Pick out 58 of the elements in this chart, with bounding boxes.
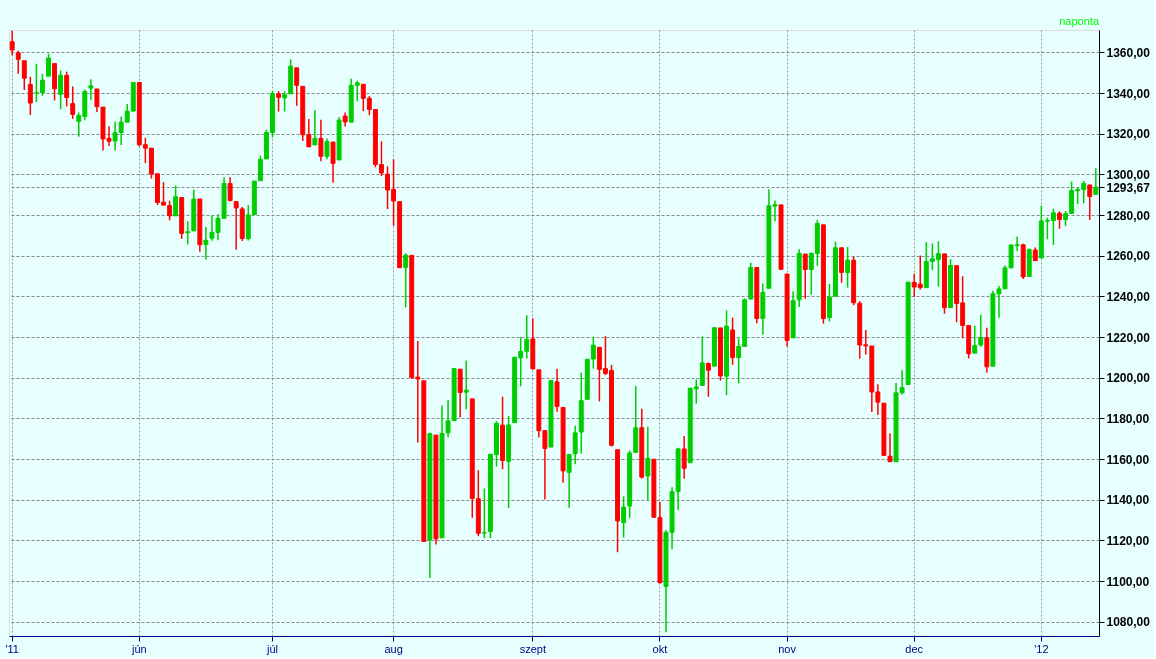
candlestick — [21, 59, 27, 91]
y-tick-label: 1100,00 — [1106, 574, 1150, 589]
x-tick-label: júl — [265, 642, 278, 655]
y-tick-label: 1300,00 — [1106, 167, 1151, 182]
x-tick-label: dec — [905, 642, 924, 655]
y-tick-label: 1200,00 — [1106, 371, 1151, 386]
candlestick — [39, 73, 45, 97]
candlestick — [58, 69, 64, 111]
candlestick — [173, 184, 179, 217]
y-tick-label: 1340,00 — [1106, 86, 1151, 101]
candlestick — [481, 487, 487, 539]
candlestick — [70, 85, 76, 120]
y-tick-label: 1140,00 — [1106, 493, 1150, 508]
y-tick-label: 1120,00 — [1106, 533, 1150, 548]
candlestick — [802, 253, 808, 300]
x-tick-label: jún — [130, 642, 147, 655]
candlestick — [294, 67, 300, 107]
x-tick-label: szept — [519, 642, 546, 655]
candlestick — [9, 30, 15, 56]
y-tick-label: 1360,00 — [1106, 45, 1151, 60]
y-tick-label: 1220,00 — [1106, 330, 1151, 345]
y-tick-label: 1080,00 — [1106, 615, 1151, 630]
candlestick — [64, 70, 70, 108]
y-tick-label: 1280,00 — [1106, 208, 1151, 223]
candlestick — [705, 361, 711, 398]
candlestick — [330, 141, 336, 184]
candlestick — [645, 426, 651, 501]
candlestick — [463, 359, 469, 411]
candlestick — [27, 76, 33, 116]
y-tick-label: 1180,00 — [1106, 411, 1150, 426]
candlestick — [15, 49, 21, 75]
x-tick-label: nov — [778, 642, 797, 655]
candlestick — [457, 368, 463, 419]
x-tick-label: '11 — [5, 642, 19, 655]
y-tick-label: 1260,00 — [1106, 249, 1151, 264]
candlestick — [1087, 184, 1093, 221]
candlestick — [318, 118, 324, 162]
candlestick — [566, 453, 572, 509]
candlestick — [1093, 167, 1099, 196]
text: naponta — [1059, 15, 1100, 27]
candlestick — [46, 52, 51, 77]
x-tick-label: '12 — [1034, 642, 1049, 655]
candlestick — [312, 109, 318, 146]
y-tick-label: 1240,00 — [1106, 289, 1151, 304]
x-tick-label: aug — [384, 642, 403, 655]
candlestick — [324, 137, 330, 161]
candlestick — [845, 246, 851, 289]
y-tick-label: 1160,00 — [1106, 452, 1150, 467]
candlestick — [88, 78, 94, 102]
y-tick-label: 1320,00 — [1106, 127, 1151, 142]
y-tick-label: 1293,67 — [1106, 180, 1151, 195]
candlestick — [681, 435, 687, 480]
candlestick — [276, 90, 282, 113]
candlestick — [403, 252, 409, 309]
candlestick — [887, 432, 893, 463]
x-tick-label: okt — [652, 642, 668, 655]
candlestick — [203, 226, 209, 261]
candlestick — [699, 335, 705, 387]
